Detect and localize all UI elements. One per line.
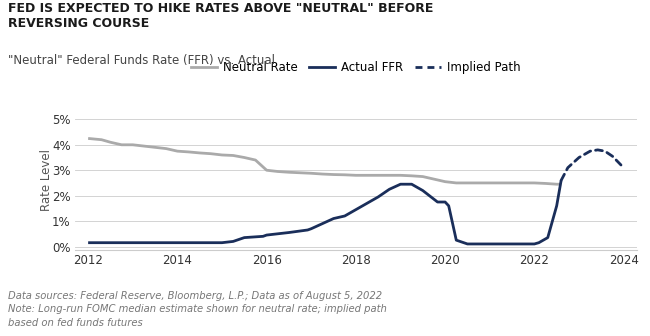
Neutral Rate (84, 136, 92, 140)
Actual FFR (274, 232, 281, 236)
Line: Actual FFR: Actual FFR (88, 180, 561, 244)
Neutral Rate (285, 170, 293, 174)
Actual FFR (544, 236, 552, 240)
Neutral Rate (140, 144, 148, 148)
Neutral Rate (519, 181, 527, 185)
Actual FFR (363, 201, 371, 205)
Actual FFR (84, 241, 92, 245)
Neutral Rate (330, 172, 337, 176)
Actual FFR (463, 242, 471, 246)
Neutral Rate (207, 152, 215, 156)
Neutral Rate (419, 175, 426, 179)
Neutral Rate (252, 158, 259, 162)
Actual FFR (285, 230, 293, 235)
Neutral Rate (341, 173, 348, 177)
Neutral Rate (530, 181, 538, 185)
Neutral Rate (557, 182, 565, 186)
Neutral Rate (408, 174, 415, 178)
Actual FFR (240, 236, 248, 240)
Neutral Rate (98, 138, 105, 142)
Actual FFR (535, 241, 543, 245)
Neutral Rate (474, 181, 482, 185)
Actual FFR (419, 188, 426, 193)
Neutral Rate (185, 150, 192, 154)
Neutral Rate (267, 169, 275, 173)
Actual FFR (174, 241, 181, 245)
Neutral Rate (508, 181, 516, 185)
Actual FFR (263, 233, 270, 237)
Actual FFR (307, 227, 315, 231)
Neutral Rate (296, 171, 304, 175)
Neutral Rate (162, 146, 170, 151)
Actual FFR (374, 195, 382, 199)
Neutral Rate (385, 173, 393, 177)
Actual FFR (408, 182, 415, 186)
Neutral Rate (263, 168, 270, 172)
Line: Neutral Rate: Neutral Rate (88, 138, 561, 184)
Implied Path (564, 166, 572, 170)
Implied Path (619, 166, 627, 170)
Actual FFR (259, 234, 267, 238)
Actual FFR (557, 178, 565, 182)
Actual FFR (341, 214, 348, 218)
Neutral Rate (452, 181, 460, 185)
Actual FFR (318, 222, 326, 226)
Text: Data sources: Federal Reserve, Bloomberg, L.P.; Data as of August 5, 2022
Note: : Data sources: Federal Reserve, Bloomberg… (8, 291, 387, 328)
Neutral Rate (229, 154, 237, 158)
Neutral Rate (118, 143, 125, 147)
Actual FFR (508, 242, 516, 246)
Neutral Rate (274, 169, 281, 173)
Actual FFR (304, 228, 311, 232)
Neutral Rate (441, 180, 449, 184)
Neutral Rate (396, 173, 404, 177)
Neutral Rate (352, 173, 360, 177)
Neutral Rate (552, 182, 560, 186)
Neutral Rate (174, 149, 181, 153)
Neutral Rate (240, 156, 248, 160)
Neutral Rate (196, 151, 203, 155)
Neutral Rate (486, 181, 493, 185)
Actual FFR (129, 241, 136, 245)
Actual FFR (445, 204, 452, 208)
Neutral Rate (430, 177, 438, 181)
Line: Implied Path: Implied Path (561, 150, 623, 180)
Implied Path (601, 149, 609, 153)
Actual FFR (434, 200, 441, 204)
Implied Path (608, 154, 616, 158)
Actual FFR (385, 187, 393, 191)
Neutral Rate (363, 173, 371, 177)
Actual FFR (218, 241, 226, 245)
Neutral Rate (307, 171, 315, 175)
Legend: Neutral Rate, Actual FFR, Implied Path: Neutral Rate, Actual FFR, Implied Path (191, 61, 521, 75)
Text: FED IS EXPECTED TO HIKE RATES ABOVE "NEUTRAL" BEFORE
REVERSING COURSE: FED IS EXPECTED TO HIKE RATES ABOVE "NEU… (8, 2, 434, 30)
Actual FFR (530, 242, 538, 246)
Actual FFR (452, 238, 460, 242)
Text: "Neutral" Federal Funds Rate (FFR) vs. Actual: "Neutral" Federal Funds Rate (FFR) vs. A… (8, 54, 276, 67)
Actual FFR (396, 182, 404, 186)
Actual FFR (352, 208, 360, 212)
Neutral Rate (318, 172, 326, 176)
Actual FFR (552, 204, 560, 208)
Neutral Rate (218, 153, 226, 157)
Actual FFR (441, 200, 449, 204)
Actual FFR (330, 216, 337, 220)
Implied Path (594, 148, 602, 152)
Neutral Rate (463, 181, 471, 185)
Neutral Rate (374, 173, 382, 177)
Neutral Rate (151, 145, 159, 150)
Neutral Rate (107, 140, 114, 144)
Neutral Rate (129, 143, 136, 147)
Actual FFR (229, 240, 237, 244)
Neutral Rate (541, 181, 549, 185)
Neutral Rate (497, 181, 505, 185)
Actual FFR (486, 242, 493, 246)
Implied Path (586, 149, 594, 153)
Y-axis label: Rate Level: Rate Level (40, 149, 53, 211)
Implied Path (557, 178, 565, 182)
Implied Path (575, 156, 583, 160)
